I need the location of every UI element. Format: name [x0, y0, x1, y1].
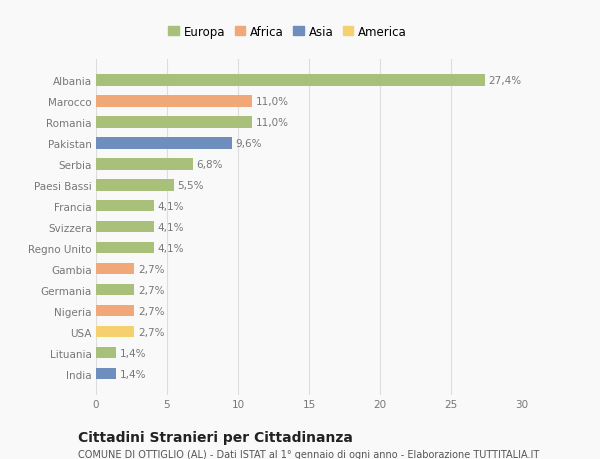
Text: 5,5%: 5,5% [178, 180, 204, 190]
Legend: Europa, Africa, Asia, America: Europa, Africa, Asia, America [165, 22, 410, 42]
Text: 1,4%: 1,4% [119, 369, 146, 379]
Bar [96, 159, 193, 170]
Text: Cittadini Stranieri per Cittadinanza: Cittadini Stranieri per Cittadinanza [78, 431, 353, 444]
Text: 2,7%: 2,7% [138, 264, 164, 274]
Text: 4,1%: 4,1% [158, 222, 184, 232]
Text: 2,7%: 2,7% [138, 327, 164, 337]
Bar [96, 263, 134, 275]
Text: 27,4%: 27,4% [488, 76, 522, 86]
Text: 2,7%: 2,7% [138, 306, 164, 316]
Bar [96, 305, 134, 317]
Bar [96, 242, 154, 254]
Text: 4,1%: 4,1% [158, 202, 184, 211]
Bar [96, 96, 252, 107]
Text: 11,0%: 11,0% [256, 96, 289, 106]
Text: 11,0%: 11,0% [256, 118, 289, 128]
Bar [96, 75, 485, 86]
Text: 2,7%: 2,7% [138, 285, 164, 295]
Bar [96, 117, 252, 128]
Bar [96, 368, 116, 380]
Bar [96, 138, 232, 149]
Text: 6,8%: 6,8% [196, 159, 223, 169]
Text: 9,6%: 9,6% [236, 139, 262, 148]
Bar [96, 221, 154, 233]
Text: 4,1%: 4,1% [158, 243, 184, 253]
Bar [96, 347, 116, 358]
Text: COMUNE DI OTTIGLIO (AL) - Dati ISTAT al 1° gennaio di ogni anno - Elaborazione T: COMUNE DI OTTIGLIO (AL) - Dati ISTAT al … [78, 449, 539, 459]
Bar [96, 284, 134, 296]
Text: 1,4%: 1,4% [119, 348, 146, 358]
Bar [96, 179, 174, 191]
Bar [96, 201, 154, 212]
Bar [96, 326, 134, 338]
